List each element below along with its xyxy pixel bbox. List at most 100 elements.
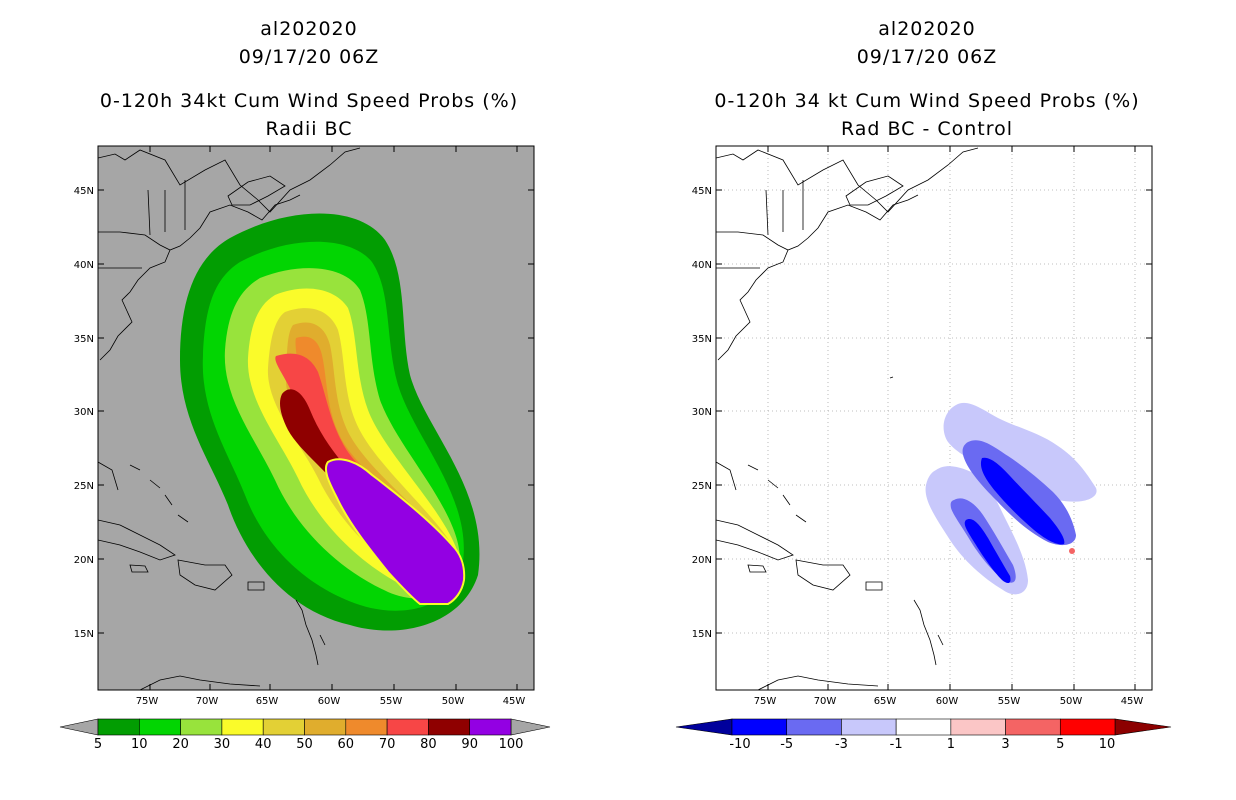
right-cb-label: -5 [780,737,793,752]
left-antilles [295,599,326,666]
left-cb-label: 30 [214,737,231,752]
left-colorbar [59,718,551,736]
left-colorbar-labels: 5 10 20 30 40 50 60 70 80 90 100 [94,737,524,752]
right-subtitle: Rad BC - Control [840,118,1014,140]
left-lat-label: 40N [74,260,94,271]
right-cb-label: 5 [1056,737,1064,752]
right-cuba [716,519,794,561]
left-colorbar-end-low [59,718,99,736]
right-colorbar-labels: -10 -5 -3 -1 1 3 5 10 [729,737,1115,752]
right-florida [716,461,737,491]
right-colorbar-swatch [1005,718,1061,736]
left-lat-label: 45N [74,186,94,197]
right-colorbar [675,718,1172,736]
left-cb-label: 10 [131,737,148,752]
right-jamaica [747,564,767,573]
right-lat-label: 20N [692,555,712,566]
left-subtitle: Radii BC [265,118,353,140]
left-lon-labels: 75W 70W 65W 60W 55W 50W 45W [136,696,526,707]
right-south-america [757,675,879,690]
right-puerto-rico [865,581,883,591]
left-colorbar-swatch [221,718,264,736]
right-lat-labels: 45N 40N 35N 30N 25N 20N 15N [692,186,712,640]
left-title: 0-120h 34kt Cum Wind Speed Probs (%) [99,90,519,112]
right-lat-label: 25N [692,481,712,492]
right-colorbar-swatch [950,718,1006,736]
left-colorbar-swatch [304,718,347,736]
right-coastlines [716,147,979,690]
right-bermuda [889,376,894,379]
left-nova-scotia [227,175,286,206]
left-puerto-rico [247,581,265,591]
left-cb-label: 50 [296,737,313,752]
left-lat-labels: 45N 40N 35N 30N 25N 20N 15N [74,186,94,640]
left-lon-label: 70W [196,696,219,707]
left-cb-label: 60 [338,737,355,752]
left-coast-north [98,147,361,213]
left-coastlines [98,147,361,690]
left-bahamas [129,464,189,523]
left-cb-label: 20 [172,737,189,752]
left-lat-label: 20N [74,555,94,566]
left-cb-label: 100 [499,737,524,752]
diff-contour-minus1-upper [943,402,1097,502]
right-cb-label: -3 [835,737,848,752]
left-datetime: 09/17/20 06Z [238,46,380,68]
right-cb-label: -10 [729,737,750,752]
right-lon-labels: 75W 70W 65W 60W 55W 50W 45W [754,696,1144,707]
right-storm-id: al202020 [878,18,976,40]
right-colorbar-swatch [786,718,842,736]
right-coast-north [716,147,979,213]
right-colorbar-swatch [895,718,952,736]
diff-contour-minus5-lower [964,519,1011,584]
right-lon-label: 70W [814,696,837,707]
right-lat-label: 40N [692,260,712,271]
left-florida [98,461,119,491]
left-cb-label: 70 [379,737,396,752]
right-coast-east [716,194,919,361]
left-cb-label: 80 [420,737,437,752]
right-difference-field [925,402,1097,595]
left-lon-label: 55W [380,696,403,707]
right-map-background [716,146,1152,690]
right-colorbar-swatch [841,718,897,736]
left-lon-label: 60W [318,696,341,707]
right-panel: al202020 09/17/20 06Z 0-120h 34 kt Cum W… [618,0,1236,800]
right-lat-label: 15N [692,629,712,640]
right-lat-label: 45N [692,186,712,197]
right-colorbar-end-high [1114,718,1172,736]
left-lat-label: 25N [74,481,94,492]
right-colorbar-end-low [675,718,733,736]
left-lon-label: 45W [503,696,526,707]
right-colorbar-swatch [1059,718,1116,736]
diff-contour-minus5-upper [980,457,1065,545]
left-cb-label: 40 [255,737,272,752]
left-map-frame [97,145,535,691]
left-lon-label: 65W [256,696,279,707]
left-lat-label: 35N [74,334,94,345]
left-state-lines [98,180,186,269]
right-lat-label: 35N [692,334,712,345]
left-lon-label: 75W [136,696,159,707]
left-colorbar-swatch [262,718,305,736]
right-datetime: 09/17/20 06Z [856,46,998,68]
left-storm-id: al202020 [260,18,358,40]
left-map: 75W 70W 65W 60W 55W 50W 45W 45N 40N 35N … [59,145,551,752]
left-lat-label: 15N [74,629,94,640]
right-lon-label: 75W [754,696,777,707]
left-cb-label: 90 [461,737,478,752]
diff-positive-spot [1069,548,1075,554]
right-state-lines [716,180,804,269]
right-title: 0-120h 34 kt Cum Wind Speed Probs (%) [714,90,1140,112]
right-cb-label: 3 [1001,737,1009,752]
right-bahamas [747,464,807,523]
right-cb-label: -1 [890,737,903,752]
left-colorbar-swatch [97,718,140,736]
left-colorbar-swatch [139,718,181,736]
right-ticks [716,146,1152,690]
left-colorbar-end-high [510,718,551,736]
right-antilles [913,599,944,666]
right-lat-label: 30N [692,407,712,418]
right-lon-label: 55W [998,696,1021,707]
left-ticks [98,146,534,690]
